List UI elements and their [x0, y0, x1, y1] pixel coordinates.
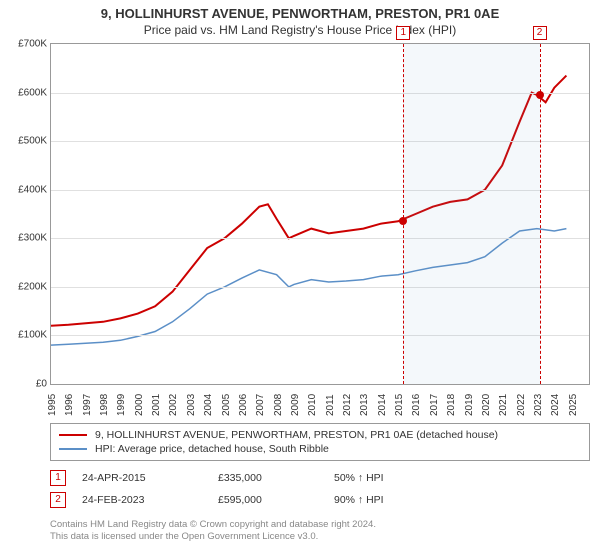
x-axis-label: 2015: [394, 394, 405, 416]
x-axis-label: 1996: [64, 394, 75, 416]
sale-delta: 90% ↑ HPI: [334, 494, 384, 506]
x-axis-label: 2025: [568, 394, 579, 416]
sale-date: 24-FEB-2023: [82, 494, 202, 506]
x-axis-label: 2011: [325, 394, 336, 416]
sales-list: 1 24-APR-2015 £335,000 50% ↑ HPI 2 24-FEB-202…: [50, 467, 590, 511]
sale-row: 2 24-FEB-2023 £595,000 90% ↑ HPI: [50, 489, 590, 511]
x-axis-label: 2016: [411, 394, 422, 416]
x-axis-label: 2012: [342, 394, 353, 416]
footer-line2: This data is licensed under the Open Gov…: [50, 531, 590, 543]
chart-plot-area: £0£100K£200K£300K£400K£500K£600K£700K199…: [50, 43, 590, 385]
x-axis-label: 2020: [481, 394, 492, 416]
x-axis-label: 1995: [47, 394, 58, 416]
title-line2: Price paid vs. HM Land Registry's House …: [0, 23, 600, 37]
x-axis-label: 2007: [255, 394, 266, 416]
legend-label: HPI: Average price, detached house, Sout…: [95, 443, 329, 455]
title-line1: 9, HOLLINHURST AVENUE, PENWORTHAM, PREST…: [0, 6, 600, 21]
y-axis-label: £0: [36, 379, 47, 390]
x-axis-label: 2018: [446, 394, 457, 416]
sale-marker-flag: 2: [533, 26, 547, 40]
legend-label: 9, HOLLINHURST AVENUE, PENWORTHAM, PREST…: [95, 429, 498, 441]
x-axis-label: 2013: [359, 394, 370, 416]
x-axis-label: 2003: [186, 394, 197, 416]
x-axis-label: 2005: [221, 394, 232, 416]
x-axis-label: 2000: [134, 394, 145, 416]
x-axis-label: 1997: [82, 394, 93, 416]
y-axis-label: £500K: [18, 136, 47, 147]
x-axis-label: 2017: [429, 394, 440, 416]
x-axis-label: 2019: [464, 394, 475, 416]
x-axis-label: 2006: [238, 394, 249, 416]
legend-item: 9, HOLLINHURST AVENUE, PENWORTHAM, PREST…: [59, 428, 581, 442]
x-axis-label: 2008: [273, 394, 284, 416]
y-axis-label: £200K: [18, 281, 47, 292]
sale-row: 1 24-APR-2015 £335,000 50% ↑ HPI: [50, 467, 590, 489]
sale-delta: 50% ↑ HPI: [334, 472, 384, 484]
y-axis-label: £100K: [18, 330, 47, 341]
sale-price: £335,000: [218, 472, 318, 484]
x-axis-label: 2002: [168, 394, 179, 416]
x-axis-label: 2023: [533, 394, 544, 416]
footer-attribution: Contains HM Land Registry data © Crown c…: [50, 519, 590, 544]
x-axis-label: 2014: [377, 394, 388, 416]
sale-price: £595,000: [218, 494, 318, 506]
legend-box: 9, HOLLINHURST AVENUE, PENWORTHAM, PREST…: [50, 423, 590, 461]
sale-marker-flag: 1: [396, 26, 410, 40]
legend-swatch: [59, 448, 87, 450]
sale-row-marker: 1: [50, 470, 66, 486]
x-axis-label: 2021: [498, 394, 509, 416]
x-axis-label: 2022: [516, 394, 527, 416]
x-axis-label: 2004: [203, 394, 214, 416]
chart-title: 9, HOLLINHURST AVENUE, PENWORTHAM, PREST…: [0, 0, 600, 39]
sale-row-marker: 2: [50, 492, 66, 508]
sale-marker-dot: [399, 217, 407, 225]
sale-marker-dot: [536, 91, 544, 99]
x-axis-label: 1998: [99, 394, 110, 416]
x-axis-label: 2009: [290, 394, 301, 416]
y-axis-label: £700K: [18, 39, 47, 50]
y-axis-label: £300K: [18, 233, 47, 244]
sale-date: 24-APR-2015: [82, 472, 202, 484]
x-axis-label: 2001: [151, 394, 162, 416]
legend-item: HPI: Average price, detached house, Sout…: [59, 442, 581, 456]
x-axis-label: 2010: [307, 394, 318, 416]
y-axis-label: £400K: [18, 184, 47, 195]
shaded-region: [403, 44, 539, 384]
legend-swatch: [59, 434, 87, 436]
x-axis-label: 1999: [116, 394, 127, 416]
sale-marker-line: [403, 44, 404, 384]
x-axis-label: 2024: [550, 394, 561, 416]
y-axis-label: £600K: [18, 87, 47, 98]
footer-line1: Contains HM Land Registry data © Crown c…: [50, 519, 590, 531]
